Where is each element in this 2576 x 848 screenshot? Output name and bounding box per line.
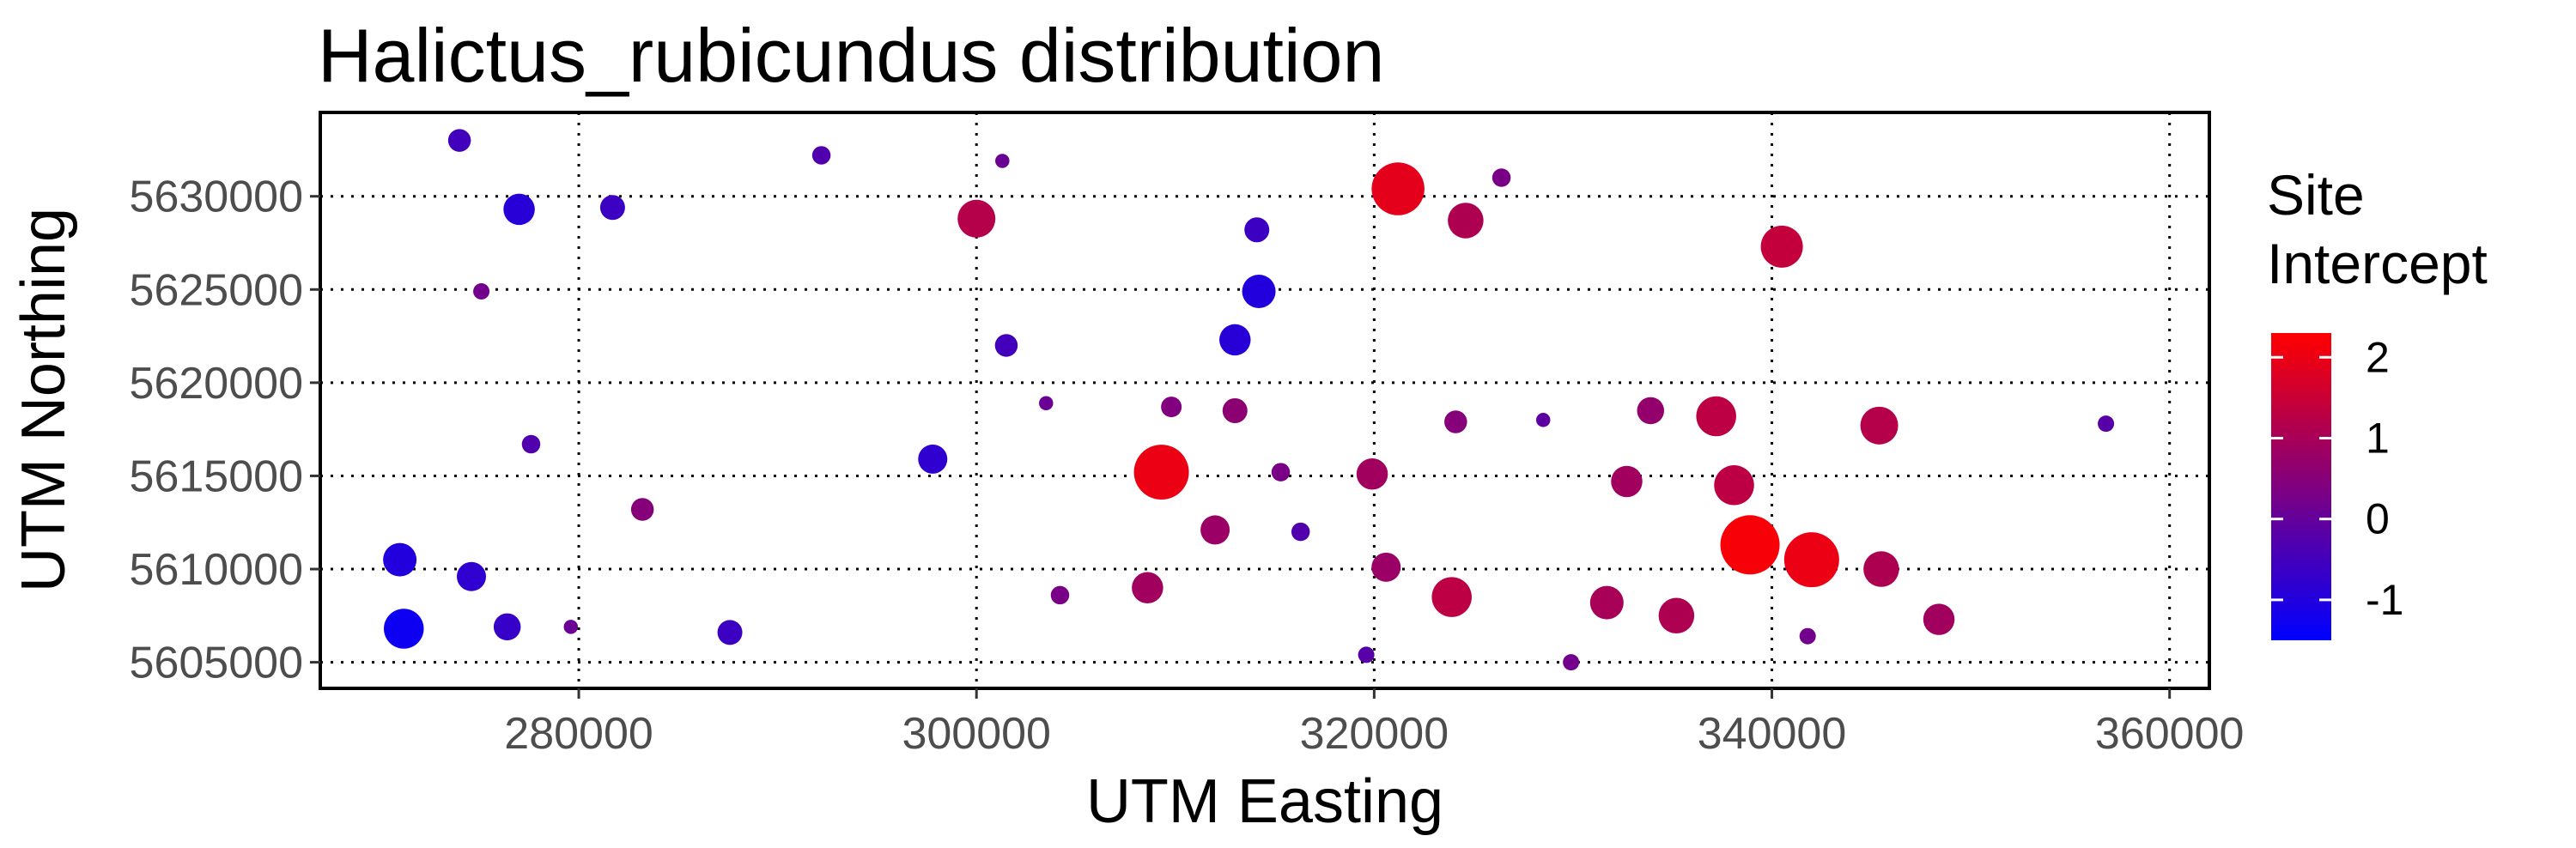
data-point [1658, 597, 1695, 634]
data-point [1039, 396, 1054, 411]
data-point [1200, 515, 1230, 545]
y-tick-label: 5615000 [130, 451, 303, 501]
y-axis-title: UTM Northing [9, 208, 78, 592]
data-point [1371, 552, 1401, 582]
data-point [383, 542, 417, 577]
grid-lines [320, 112, 2209, 688]
data-point [1371, 162, 1425, 215]
data-point [1860, 406, 1899, 445]
data-point [1050, 585, 1070, 605]
y-tick-label: 5610000 [130, 545, 303, 595]
data-point [1492, 168, 1511, 187]
data-point [2098, 415, 2115, 433]
data-point [1448, 203, 1484, 239]
data-point [1720, 515, 1780, 575]
data-point [1431, 577, 1472, 617]
x-tick-label: 340000 [1698, 709, 1847, 759]
data-point [473, 282, 490, 300]
data-point [1444, 410, 1467, 433]
data-points [383, 129, 2115, 671]
data-point [1242, 274, 1276, 308]
data-point [1133, 445, 1189, 500]
legend-tick-label: 2 [2366, 333, 2390, 381]
data-point [1863, 551, 1899, 587]
data-point [503, 193, 535, 226]
data-point [957, 199, 996, 238]
data-point [1799, 627, 1816, 645]
data-point [1535, 413, 1551, 427]
data-point [1760, 225, 1803, 268]
data-point [493, 613, 521, 641]
data-point [1783, 532, 1839, 588]
x-tick-label: 300000 [902, 709, 1051, 759]
legend-tick-label: -1 [2366, 576, 2403, 624]
legend-ticks: 2 1 0 -1 [2271, 333, 2403, 624]
data-point [1358, 646, 1375, 663]
y-tick-label: 5605000 [130, 639, 303, 688]
legend-title-line-1: Site [2267, 163, 2365, 227]
y-tick-label: 5620000 [130, 359, 303, 409]
x-tick-label: 320000 [1300, 709, 1449, 759]
data-point [384, 609, 424, 649]
data-point [811, 146, 831, 165]
data-point [1291, 522, 1310, 542]
y-tick-label: 5625000 [130, 265, 303, 315]
data-point [1563, 654, 1580, 671]
data-point [1132, 572, 1163, 603]
data-point [1611, 465, 1643, 498]
y-tick-label: 5630000 [130, 173, 303, 222]
data-point [599, 195, 625, 221]
color-legend: Site Intercept 2 1 0 -1 [2267, 163, 2488, 640]
data-point [1244, 217, 1270, 243]
legend-title-line-2: Intercept [2267, 232, 2488, 295]
data-point [1589, 585, 1624, 620]
x-axis: 280000 300000 320000 340000 360000 [504, 688, 2244, 759]
data-point [1637, 397, 1665, 425]
x-tick-label: 360000 [2095, 709, 2245, 759]
data-point [457, 561, 486, 591]
data-point [1714, 465, 1754, 506]
data-point [1161, 397, 1182, 418]
legend-tick-label: 0 [2366, 495, 2390, 543]
y-axis: 5605000 5610000 5615000 5620000 5625000 56300… [130, 173, 320, 688]
data-point [1356, 458, 1388, 490]
data-point [521, 434, 541, 454]
data-point [1222, 397, 1248, 423]
data-point [1923, 603, 1955, 635]
legend-colorbar [2271, 333, 2331, 640]
plot-panel-border [319, 111, 2211, 690]
data-point [1219, 324, 1251, 356]
x-axis-title: UTM Easting [1086, 767, 1443, 836]
data-point [918, 444, 948, 474]
data-point [994, 334, 1018, 357]
legend-tick-label: 1 [2366, 414, 2390, 462]
data-point [1696, 396, 1736, 437]
x-tick-label: 280000 [504, 709, 653, 759]
data-point [563, 620, 579, 634]
chart-title: Halictus_rubicundus distribution [318, 13, 1384, 98]
data-point [630, 498, 654, 521]
data-point [447, 129, 471, 152]
data-point [717, 620, 743, 645]
data-point [1271, 463, 1291, 482]
data-point [995, 154, 1010, 168]
